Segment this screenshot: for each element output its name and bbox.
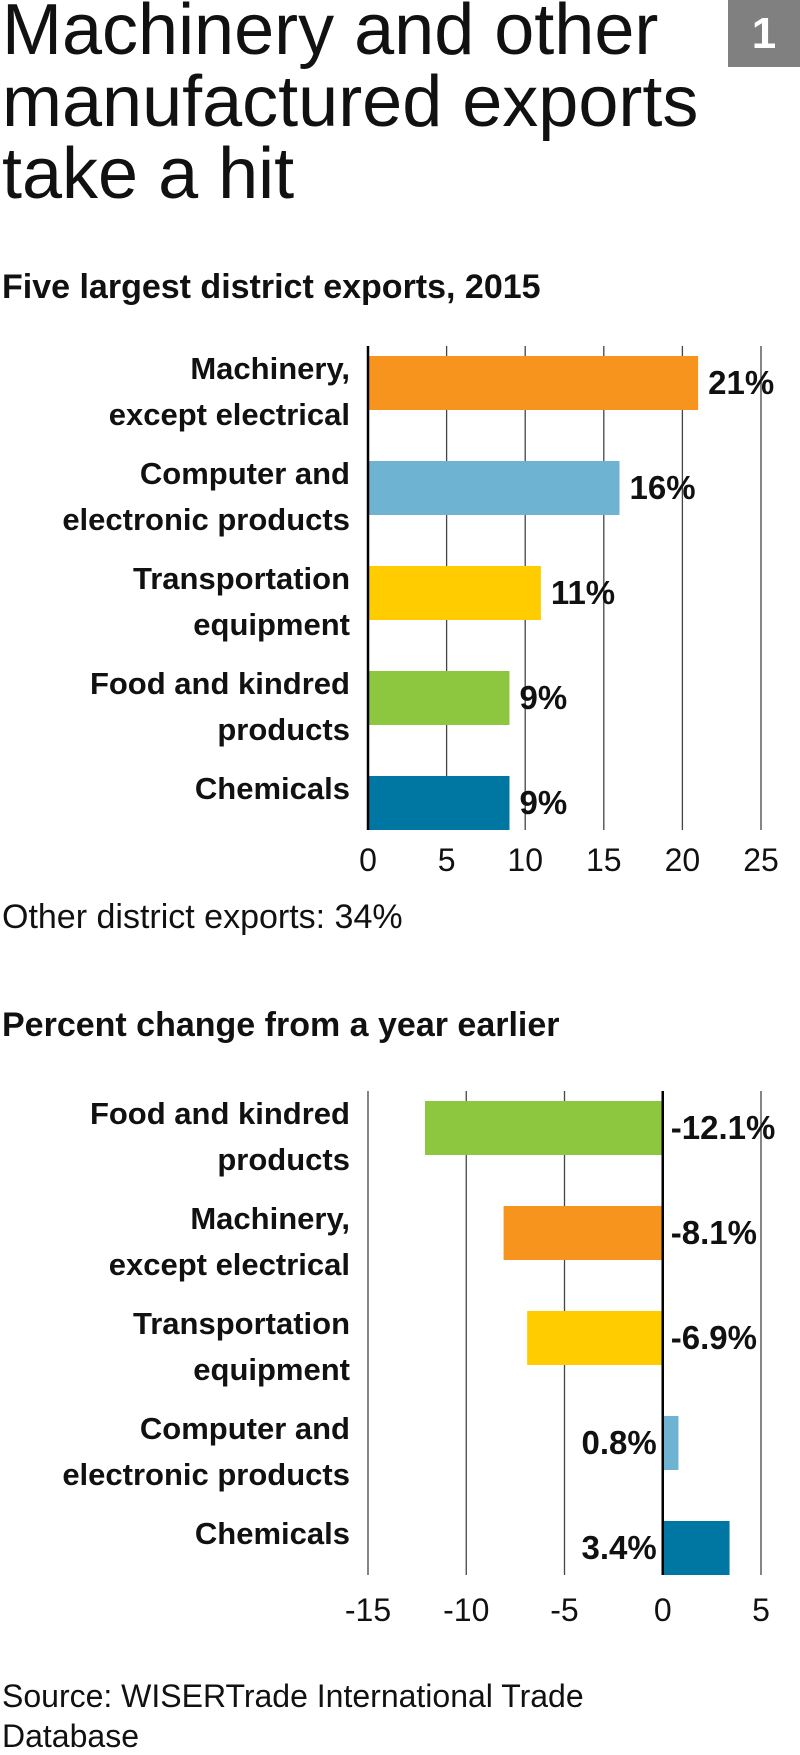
value-label: 11% bbox=[550, 574, 616, 611]
chart-subtitle: Percent change from a year earlier bbox=[2, 1006, 560, 1044]
x-tick-label: 25 bbox=[743, 842, 779, 878]
bar bbox=[503, 1206, 663, 1260]
x-tick-label: 0 bbox=[653, 1592, 672, 1628]
category-label: Machinery, except electrical bbox=[108, 351, 350, 432]
x-tick-label: 15 bbox=[586, 842, 622, 878]
source: Source: WISERTrade International Trade D… bbox=[2, 1678, 584, 1754]
bar bbox=[368, 776, 510, 830]
bar bbox=[662, 1521, 730, 1575]
value-label: 9% bbox=[519, 679, 568, 716]
category-label: Machinery, except electrical bbox=[108, 1201, 350, 1282]
bar bbox=[368, 566, 541, 620]
x-tick-label: 10 bbox=[507, 842, 543, 878]
value-label: -6.9% bbox=[670, 1319, 757, 1356]
value-label: 16% bbox=[629, 469, 696, 506]
value-label: 21% bbox=[708, 364, 775, 401]
value-label: -12.1% bbox=[670, 1109, 776, 1146]
category-label: Computer and electronic products bbox=[62, 1411, 350, 1492]
x-tick-label: 5 bbox=[752, 1592, 770, 1628]
x-tick-label: 20 bbox=[664, 842, 701, 878]
category-label: Chemicals bbox=[194, 1516, 350, 1551]
value-label: 0.8% bbox=[581, 1424, 657, 1461]
bar bbox=[424, 1101, 663, 1155]
value-label: 9% bbox=[519, 784, 568, 821]
note: Other district exports: 34% bbox=[2, 898, 403, 936]
bar bbox=[368, 671, 510, 725]
badge: 1 bbox=[728, 0, 800, 67]
value-label: 3.4% bbox=[581, 1529, 657, 1566]
bar bbox=[368, 461, 620, 515]
bar bbox=[368, 356, 699, 410]
category-label: Food and kindred products bbox=[89, 1096, 350, 1177]
category-label: Transportation equipment bbox=[132, 561, 350, 642]
chart-subtitle: Five largest district exports, 2015 bbox=[2, 268, 541, 306]
bar bbox=[527, 1311, 663, 1365]
category-label: Computer and electronic products bbox=[62, 456, 350, 537]
category-label: Transportation equipment bbox=[132, 1306, 350, 1387]
category-label: Food and kindred products bbox=[89, 666, 350, 747]
bar bbox=[662, 1416, 679, 1470]
x-tick-label: -15 bbox=[344, 1592, 392, 1628]
x-tick-label: -5 bbox=[550, 1592, 579, 1628]
x-tick-label: 5 bbox=[437, 842, 456, 878]
value-label: -8.1% bbox=[670, 1214, 757, 1251]
x-tick-label: -10 bbox=[443, 1592, 490, 1628]
main-title: Machinery and other manufactured exports… bbox=[2, 0, 699, 214]
x-tick-label: 0 bbox=[359, 842, 377, 878]
category-label: Chemicals bbox=[194, 771, 350, 806]
